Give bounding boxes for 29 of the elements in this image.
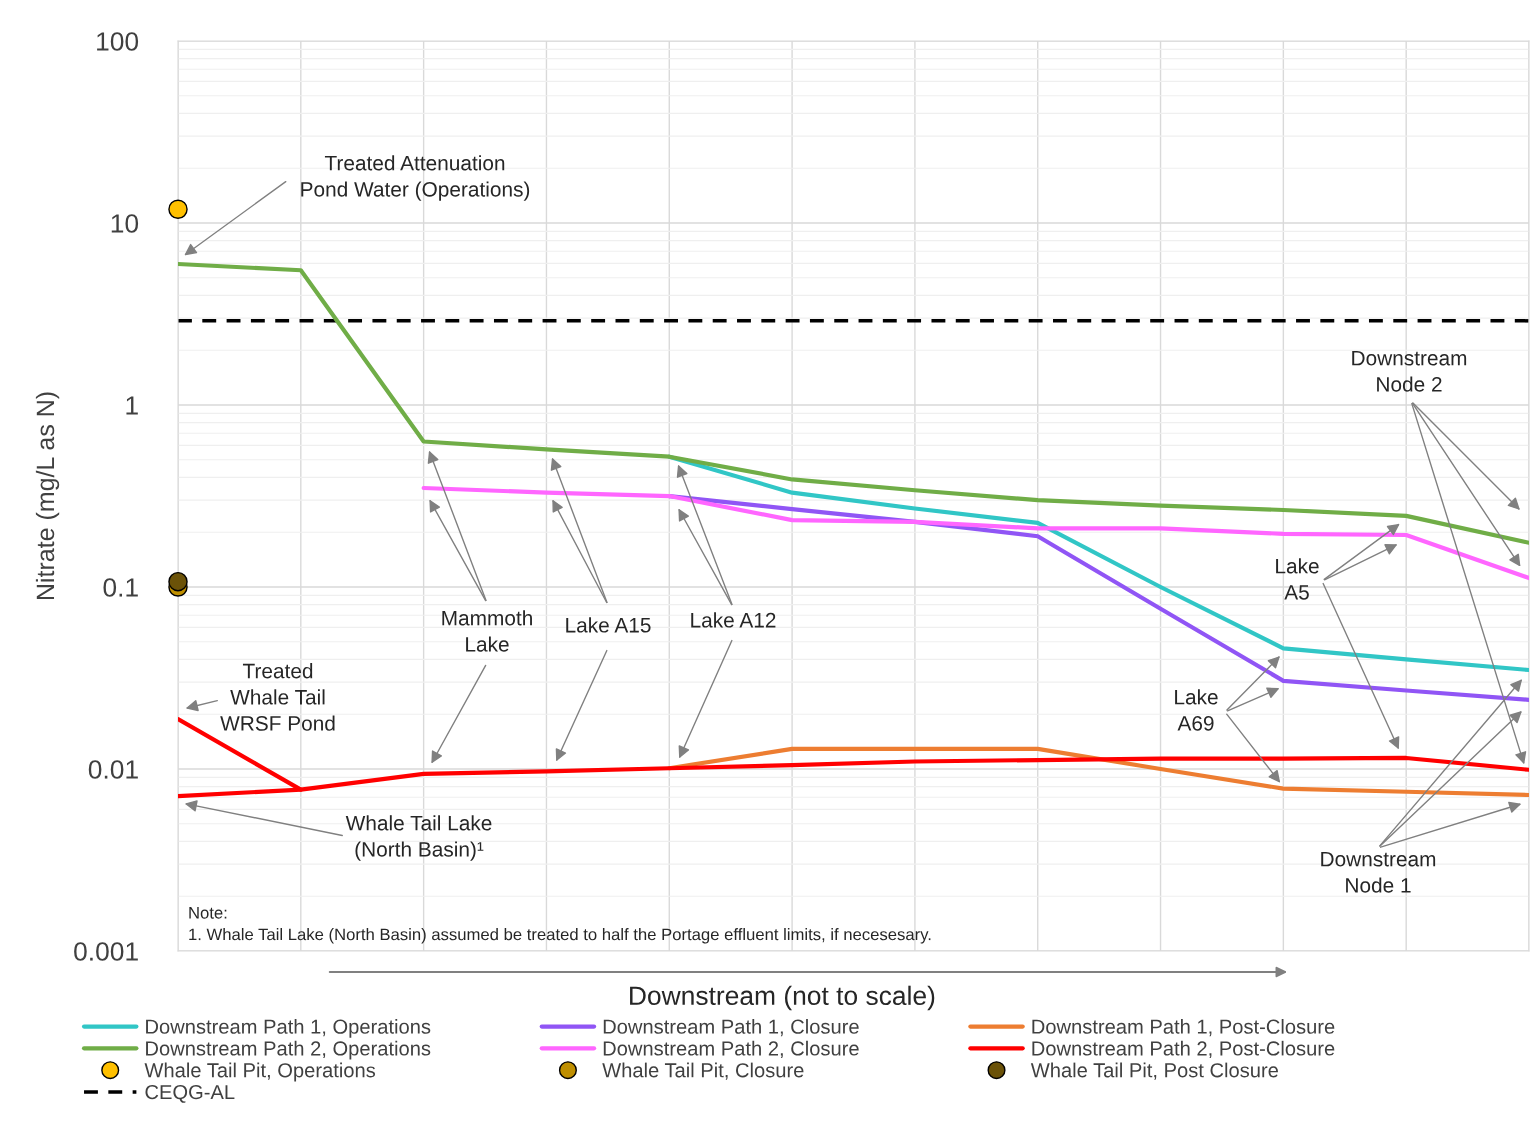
legend-label: Downstream Path 1, Post-Closure (1032, 1019, 1335, 1037)
x-axis-title: Downstream (not to scale) (630, 985, 935, 1011)
y-axis-title: Nitrate (mg/L as N) (35, 392, 60, 600)
annotation: Downstream Node 2 (1352, 350, 1467, 392)
annotation: Lake A5 (1276, 558, 1319, 600)
y-tick-label: 0.001 (74, 942, 138, 961)
legend-label: Downstream Path 1, Closure (603, 1019, 859, 1037)
annotation: Downstream Node 1 (1321, 851, 1436, 893)
legend-label: Whale Tail Pit, Post Closure (1030, 1062, 1278, 1080)
y-tick-label: 100 (97, 32, 139, 51)
legend-label: Downstream Path 2, Closure (603, 1040, 859, 1058)
y-tick-label: 0.01 (88, 760, 138, 779)
legend-label: CEQG-AL (145, 1084, 235, 1103)
annotation: Note: 1. Whale Tail Lake (North Basin) assumed be treated to half the Portage effluent limits, if necesesary. (189, 907, 931, 944)
legend-label: Downstream Path 2, Post-Closure (1032, 1040, 1335, 1058)
y-tick-label: 1 (126, 396, 138, 415)
annotation: Whale Tail Lake (North Basin)¹ (345, 815, 492, 861)
legend-label: Downstream Path 1, Operations (146, 1019, 431, 1038)
annotation: Lake A15 (566, 617, 651, 633)
y-tick-label: 10 (111, 214, 139, 233)
annotation: Mammoth Lake (442, 610, 532, 652)
y-tick-label: 0.1 (103, 578, 138, 597)
annotation: Lake A69 (1175, 689, 1218, 731)
legend-label: Whale Tail Pit, Operations (144, 1062, 376, 1082)
legend-label: Whale Tail Pit, Closure (602, 1062, 804, 1080)
annotation: Lake A12 (691, 612, 776, 628)
legend-label: Downstream Path 2, Operations (146, 1040, 431, 1060)
annotation: Treated Attenuation Pond Water (Operations) (301, 155, 530, 201)
annotation: Treated Whale Tail WRSF Pond (220, 663, 335, 731)
